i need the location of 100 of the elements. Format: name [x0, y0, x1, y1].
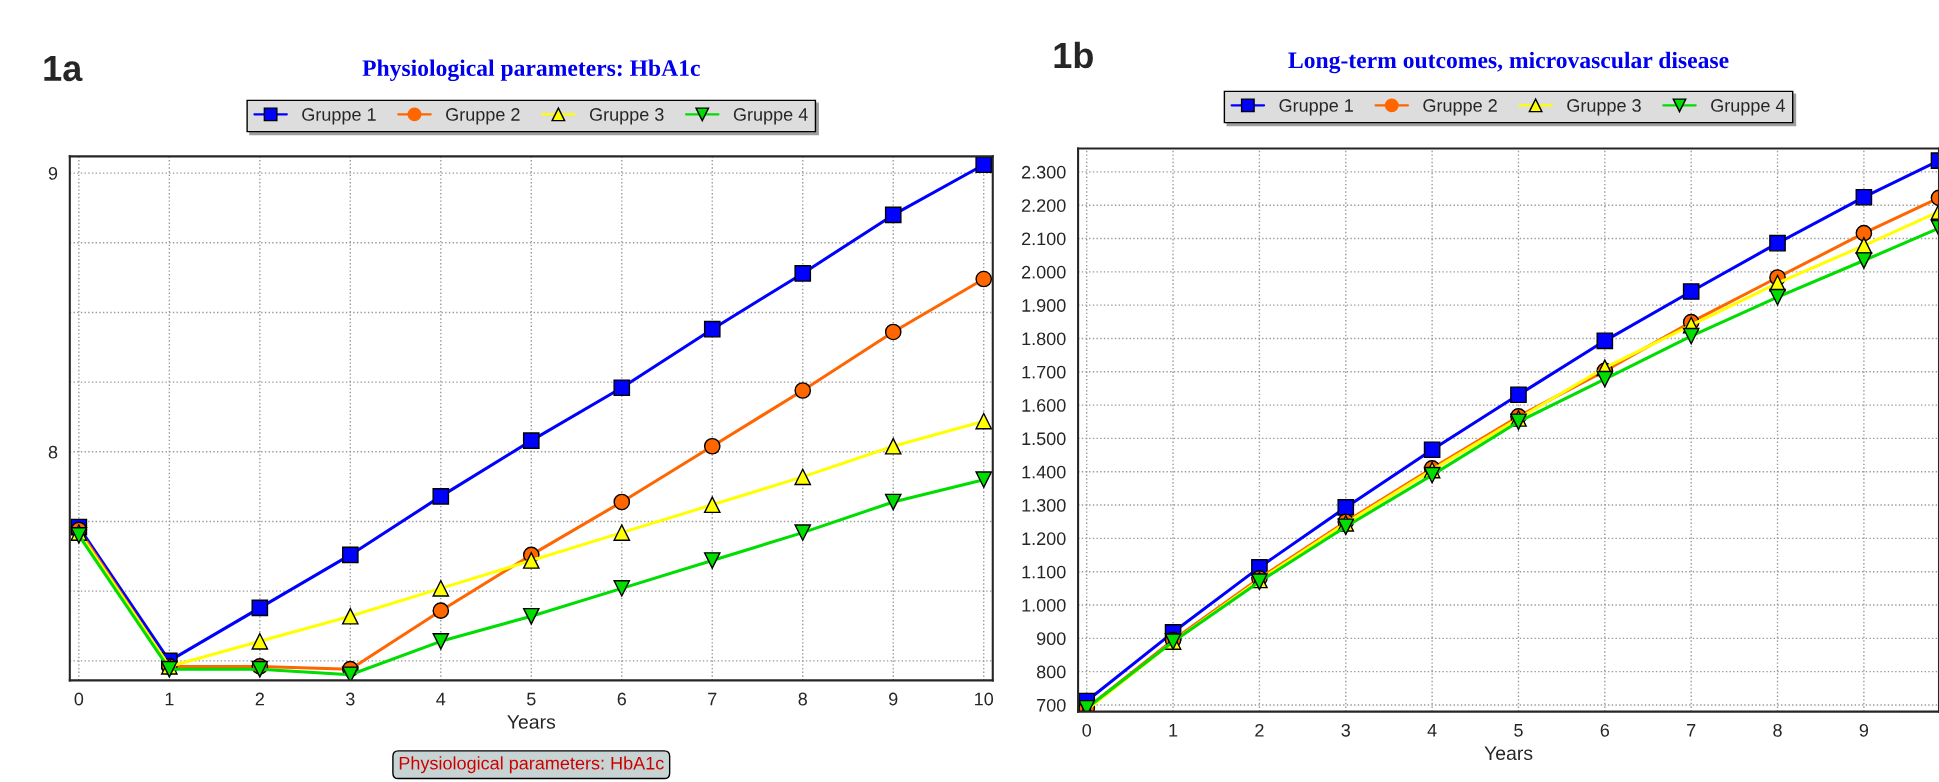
point	[1682, 327, 1700, 345]
point	[975, 156, 993, 174]
text: 1a	[44, 55, 83, 82]
x-tick-label: 3	[1341, 723, 1350, 737]
point	[1855, 224, 1873, 242]
x-tick-label: 4	[436, 692, 446, 706]
x-tick-label: 2	[1255, 723, 1264, 737]
point	[613, 493, 631, 511]
legend-label: Gruppe 4	[1711, 99, 1785, 116]
point	[794, 468, 812, 486]
point	[522, 432, 540, 449]
point	[794, 265, 812, 282]
x-tick-label: 7	[708, 692, 717, 706]
y-tick-label: 2.300	[1022, 165, 1066, 179]
point	[522, 607, 540, 625]
x-tick-label: 5	[1514, 724, 1523, 737]
legend-label: Gruppe 2	[446, 108, 520, 125]
point	[432, 602, 450, 620]
y-tick-label: 1.600	[1022, 399, 1066, 412]
legend-label: Gruppe 2	[1423, 99, 1497, 116]
point	[1682, 283, 1700, 300]
x-tick-label: 0	[74, 692, 84, 706]
x-tick-label: 2	[255, 692, 264, 706]
legend-label: Gruppe 3	[1567, 99, 1641, 116]
y-tick-label: 1.400	[1022, 465, 1066, 479]
point	[613, 524, 631, 541]
point	[884, 493, 902, 511]
y-tick-label: 2.100	[1022, 232, 1066, 246]
point	[1596, 370, 1614, 388]
x-tick-label: 1	[165, 692, 174, 706]
x-tick-label: 4	[1427, 724, 1437, 737]
y-tick-label: 2.000	[1022, 265, 1066, 279]
x-tick-label: 6	[1600, 723, 1610, 737]
point	[251, 632, 269, 650]
point	[975, 412, 993, 430]
point	[884, 206, 902, 224]
x-axis-title: Years	[507, 715, 556, 729]
y-tick-label: 700	[1037, 698, 1066, 712]
point	[432, 632, 450, 650]
point	[884, 323, 902, 341]
point	[613, 379, 631, 397]
x-tick-label: 6	[617, 692, 626, 706]
point	[1337, 499, 1355, 516]
point	[251, 599, 269, 617]
point	[703, 320, 721, 338]
legend-label: Gruppe 4	[733, 108, 808, 125]
x-tick-label: 10	[975, 692, 994, 706]
point	[1769, 234, 1786, 252]
x-tick-label: 5	[526, 692, 536, 706]
point	[1423, 441, 1441, 459]
point	[703, 437, 721, 455]
y-tick-label: 2.200	[1022, 199, 1066, 212]
x-axis-title: Years	[1484, 746, 1533, 761]
point	[703, 496, 721, 514]
y-tick-label: 900	[1037, 632, 1066, 646]
chart-title: Physiological parameters: HbA1c	[362, 59, 700, 82]
point	[432, 580, 450, 597]
x-tick-label: 8	[798, 692, 807, 706]
x-tick-label: 7	[1687, 724, 1696, 737]
point	[341, 607, 359, 625]
y-tick-label: 1.200	[1022, 532, 1066, 546]
x-tick-label: 1	[1169, 724, 1178, 737]
y-tick-label: 1.000	[1022, 598, 1066, 612]
x-tick-label: 3	[345, 692, 355, 706]
y-tick-label: 1.300	[1022, 499, 1066, 512]
point	[1769, 288, 1786, 306]
x-tick-label: 9	[889, 692, 898, 706]
point	[975, 270, 993, 288]
point	[1855, 252, 1873, 269]
point	[613, 580, 631, 597]
text: Physiological parameters: HbA1c	[399, 756, 664, 774]
y-tick-label: 1.900	[1022, 299, 1066, 312]
point	[1510, 413, 1527, 431]
point	[1855, 188, 1873, 206]
point	[522, 552, 540, 569]
point	[341, 546, 359, 564]
text: 1b	[1054, 41, 1093, 69]
point	[341, 666, 359, 681]
x-tick-label: 0	[1082, 723, 1092, 737]
y-tick-label: 800	[1036, 665, 1066, 679]
chart-title: Long-term outcomes, microvascular disease	[1288, 51, 1729, 74]
y-tick-label: 1.800	[1022, 332, 1066, 346]
x-tick-label: 8	[1773, 723, 1782, 737]
point	[975, 471, 993, 489]
point	[1423, 466, 1441, 484]
point	[703, 552, 721, 569]
point	[794, 382, 812, 399]
point	[1596, 332, 1614, 350]
point	[432, 488, 450, 505]
x-tick-label: 9	[1859, 723, 1869, 737]
point	[884, 437, 902, 455]
legend-label: Gruppe 1	[1279, 99, 1353, 116]
point	[1510, 386, 1527, 404]
legend-label: Gruppe 3	[589, 108, 664, 125]
point	[794, 524, 812, 541]
y-tick-label: 1.700	[1022, 365, 1066, 379]
legend-label: Gruppe 1	[302, 108, 376, 125]
y-tick-label: 1.100	[1022, 565, 1066, 579]
point	[1337, 518, 1355, 536]
y-tick-label: 1.500	[1022, 432, 1066, 446]
